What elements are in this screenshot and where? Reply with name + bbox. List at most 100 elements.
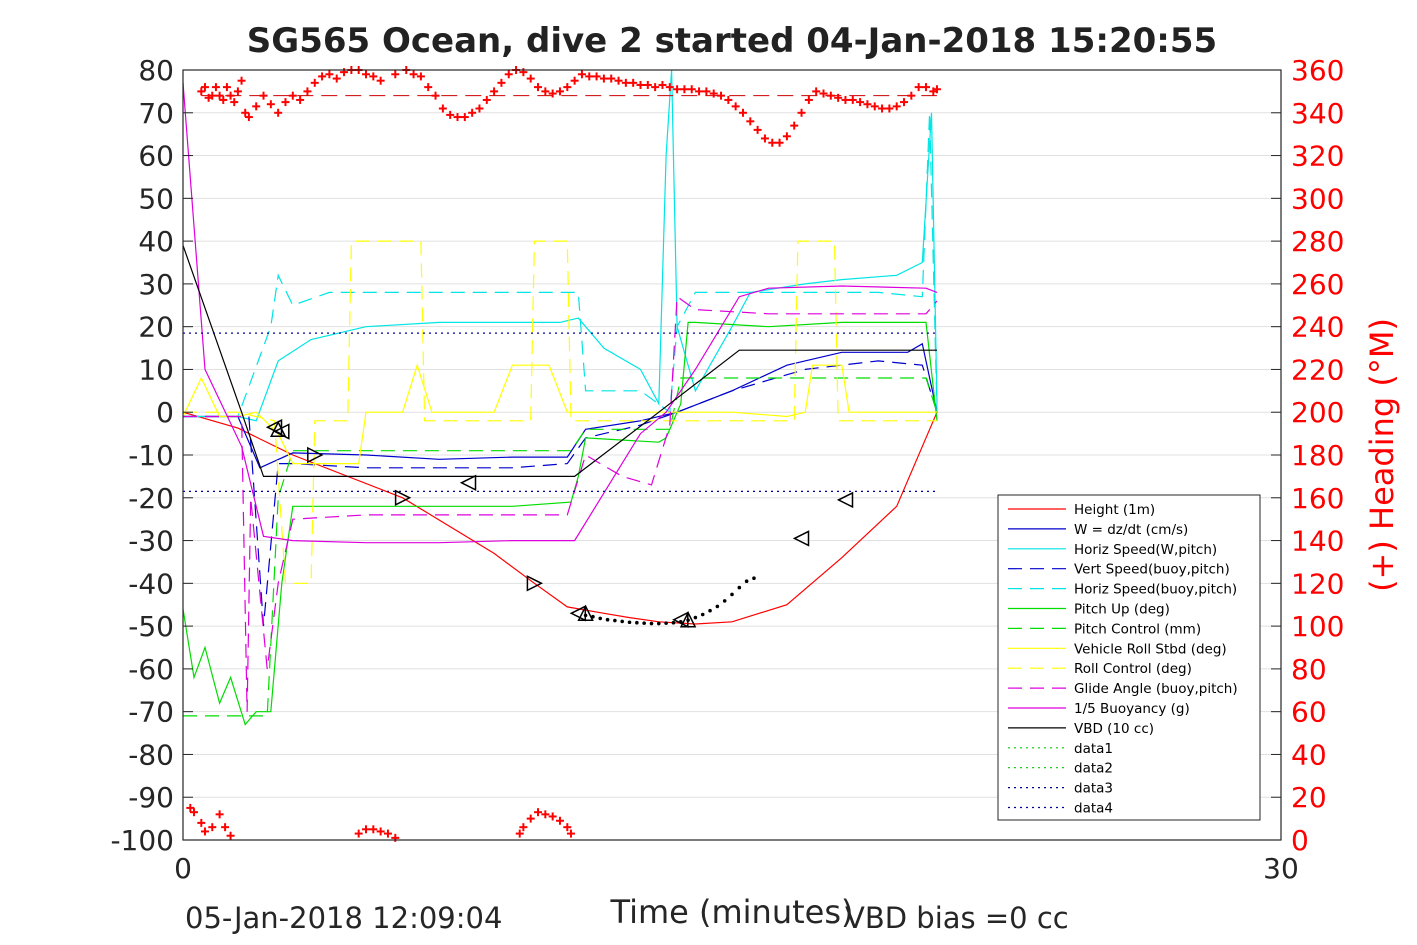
heading-marker [665,83,674,92]
series-line-0 [182,411,938,625]
triangle-up-marker [679,611,697,628]
heading-marker [504,70,513,79]
dot-marker [591,614,595,619]
heading-marker [475,104,484,113]
heading-marker [369,72,378,81]
heading-marker [534,83,543,92]
heading-marker [490,87,499,96]
heading-marker [570,76,579,85]
heading-marker [376,827,385,836]
y-tick-label: -10 [128,439,174,472]
heading-marker [731,102,740,111]
y2-axis-label: (+) Heading (°M) [1363,318,1401,592]
heading-marker [197,818,206,827]
heading-marker [643,80,652,89]
dot-marker [737,585,742,590]
heading-marker [482,95,491,104]
y2-tick-label: 260 [1291,268,1344,301]
heading-marker [526,814,535,823]
y-tick-label: 60 [138,140,174,173]
heading-marker [534,808,543,817]
dot-marker [671,620,676,625]
heading-marker [340,68,349,77]
legend-label-3: Vert Speed(buoy,pitch) [1074,562,1230,578]
heading-marker [863,100,872,109]
heading-marker [296,95,305,104]
y2-tick-label: 340 [1291,97,1344,130]
triangle-left-marker [672,611,689,628]
dot-marker [715,604,720,609]
heading-marker [391,833,400,842]
dot-marker [730,592,734,597]
triangle-up-marker [269,420,287,438]
heading-marker [717,91,726,100]
triangle-right-marker [394,489,412,507]
heading-marker [215,810,224,819]
y-tick-label: -80 [128,738,174,771]
y2-tick-label: 280 [1291,225,1344,258]
y-tick-label: 40 [138,225,174,258]
dot-marker [752,576,756,580]
heading-marker [237,76,246,85]
legend-label-5: Pitch Up (deg) [1074,602,1170,618]
y2-tick-label: 220 [1291,353,1344,386]
dot-marker [678,620,683,624]
heading-marker [856,98,865,107]
y2-tick-label: 180 [1291,439,1344,472]
heading-marker [189,808,198,817]
heading-marker [208,823,217,832]
heading-marker [446,110,455,119]
heading-marker [563,823,572,832]
dot-marker [642,621,646,625]
heading-marker [266,100,275,109]
heading-marker [804,95,813,104]
heading-marker [369,825,378,834]
heading-marker [303,87,312,96]
triangle-left-marker [792,530,810,547]
heading-marker [782,132,791,141]
heading-marker [932,85,941,94]
heading-marker [226,91,235,100]
heading-marker [453,113,462,122]
triangle-left-marker [836,491,854,509]
dot-marker [722,599,727,603]
footer-timestamp: 05-Jan-2018 12:09:04 [185,901,502,935]
tick-marks [182,69,1282,841]
heading-marker [548,89,557,98]
y2-tick-label: 140 [1291,525,1344,558]
heading-marker [629,78,638,87]
x-axis-label: Time (minutes) [610,893,854,931]
heading-marker [226,831,235,840]
heading-marker [724,95,733,104]
dot-marker [708,608,712,613]
heading-marker [200,83,209,92]
heading-marker [566,829,575,838]
heading-marker [362,70,370,79]
series-line-1 [183,342,938,469]
heading-marker [921,83,930,92]
y2-tick-label: 100 [1291,610,1344,643]
heading-marker [519,68,528,77]
y-tick-label: -50 [128,610,174,643]
heading-marker [468,108,477,117]
heading-marker [391,70,400,79]
heading-marker [870,102,879,111]
y2-tick-label: 60 [1291,696,1327,729]
heading-marker [460,113,469,122]
heading-marker [599,74,608,83]
heading-marker [215,91,224,100]
legend-label-0: Height (1m) [1074,502,1155,518]
heading-marker [658,80,667,89]
legend: Height (1m) W = dz/dt (cm/s) Horiz Speed(W… [997,494,1261,821]
heading-marker [497,78,506,87]
heading-marker [607,74,616,83]
dot-marker [613,618,617,623]
heading-marker [221,823,230,832]
heading-marker [585,72,594,81]
heading-marker [274,108,283,117]
heading-marker [841,95,850,104]
legend-label-12: data1 [1074,741,1113,757]
series-group [182,69,938,726]
legend-label-9: Glide Angle (buoy,pitch) [1074,681,1238,697]
heading-marker [702,87,711,96]
